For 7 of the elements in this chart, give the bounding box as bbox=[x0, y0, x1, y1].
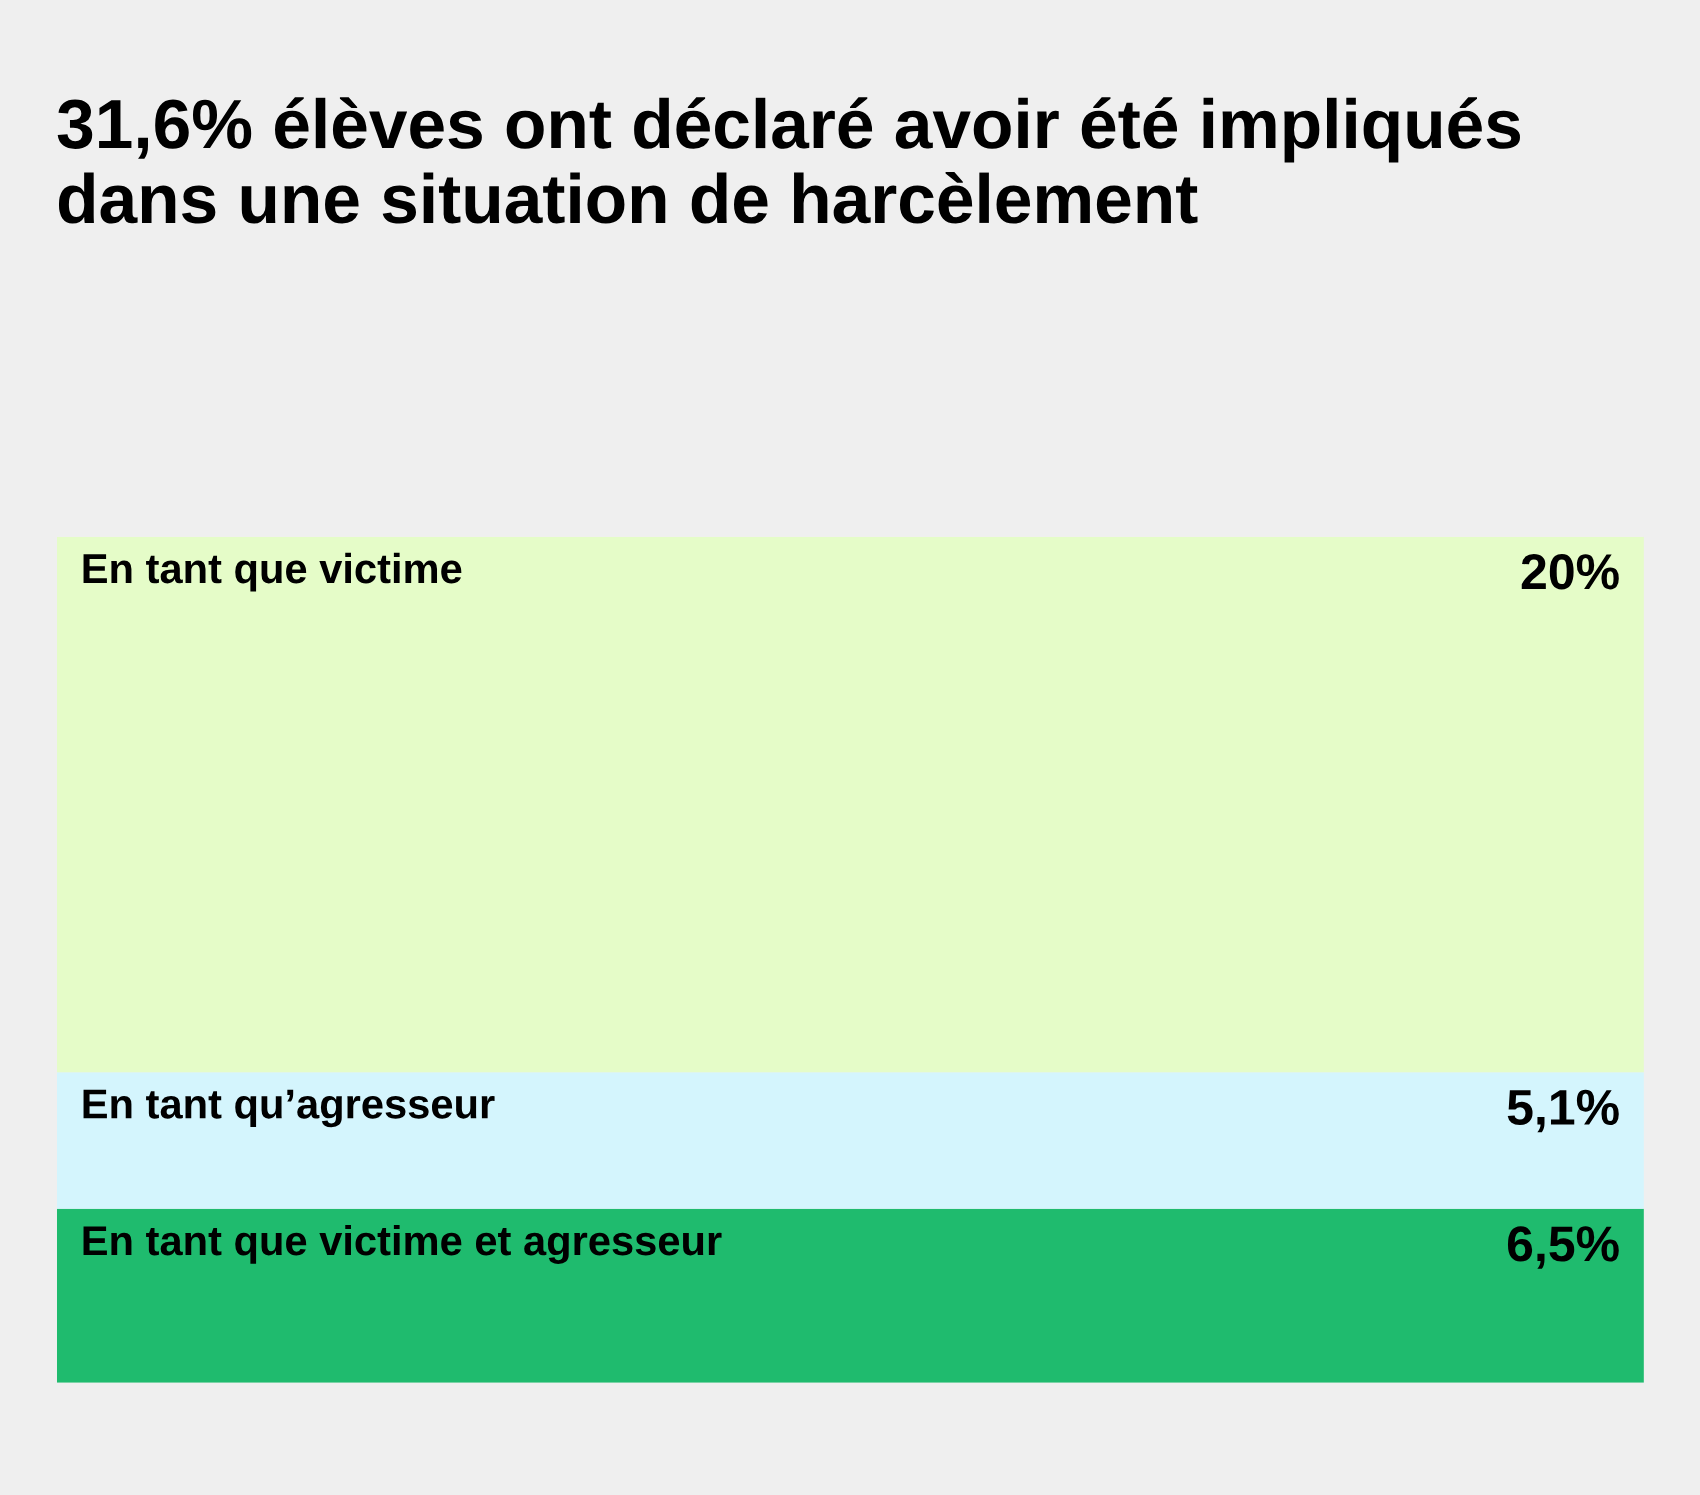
data-label: 5,1% bbox=[1507, 1089, 1619, 1133]
data-label: 6,5% bbox=[1507, 1226, 1619, 1269]
series-label: En tant que victime bbox=[83, 552, 462, 592]
chart-title: 31,6% élèves ont déclaré avoir été impliqués dans une situation de harcèlement bbox=[57, 97, 1520, 224]
series-label: En tant qu’agresseur bbox=[83, 1089, 495, 1128]
series-label: En tant que victime et agresseur bbox=[83, 1224, 722, 1264]
data-label: 20% bbox=[1521, 554, 1619, 590]
